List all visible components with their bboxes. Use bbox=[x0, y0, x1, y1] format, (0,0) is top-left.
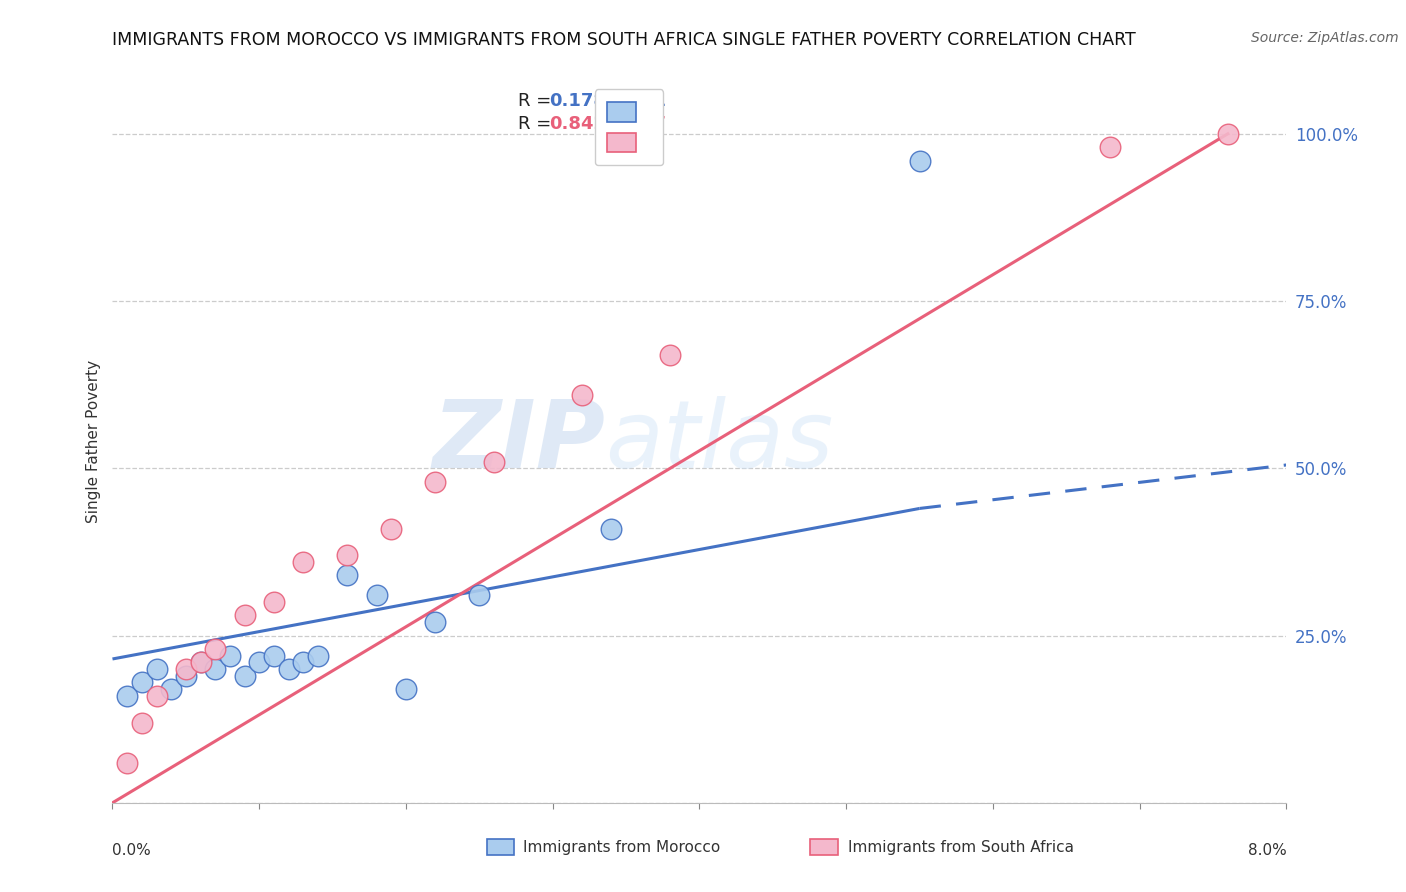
Text: Immigrants from South Africa: Immigrants from South Africa bbox=[848, 840, 1074, 855]
Point bbox=[482, 455, 505, 469]
FancyBboxPatch shape bbox=[486, 839, 515, 855]
FancyBboxPatch shape bbox=[810, 839, 838, 855]
Point bbox=[1099, 140, 1122, 154]
Point bbox=[145, 662, 167, 676]
Text: ZIP: ZIP bbox=[433, 395, 606, 488]
Text: N =: N = bbox=[600, 115, 651, 133]
Point bbox=[145, 689, 167, 703]
Point bbox=[115, 689, 138, 703]
Point bbox=[659, 348, 682, 362]
Point bbox=[263, 595, 285, 609]
Point bbox=[219, 648, 242, 663]
Point bbox=[1216, 127, 1239, 141]
Text: 17: 17 bbox=[643, 115, 666, 133]
Y-axis label: Single Father Poverty: Single Father Poverty bbox=[86, 360, 101, 523]
Text: IMMIGRANTS FROM MOROCCO VS IMMIGRANTS FROM SOUTH AFRICA SINGLE FATHER POVERTY CO: IMMIGRANTS FROM MOROCCO VS IMMIGRANTS FR… bbox=[112, 31, 1136, 49]
Point bbox=[174, 669, 197, 683]
Point bbox=[174, 662, 197, 676]
Point bbox=[292, 555, 315, 569]
Point bbox=[366, 589, 388, 603]
Text: atlas: atlas bbox=[606, 396, 834, 487]
Point bbox=[131, 675, 153, 690]
Point bbox=[425, 615, 447, 630]
Point bbox=[277, 662, 299, 676]
Text: Immigrants from Morocco: Immigrants from Morocco bbox=[523, 840, 720, 855]
Point bbox=[115, 756, 138, 770]
Point bbox=[247, 655, 270, 669]
Point bbox=[336, 548, 359, 563]
Point bbox=[233, 669, 256, 683]
Text: 0.178: 0.178 bbox=[550, 92, 606, 110]
Text: R =: R = bbox=[517, 92, 557, 110]
Point bbox=[263, 648, 285, 663]
Point bbox=[425, 475, 447, 489]
Point bbox=[468, 589, 491, 603]
Text: R =: R = bbox=[517, 115, 557, 133]
Text: Source: ZipAtlas.com: Source: ZipAtlas.com bbox=[1251, 31, 1399, 45]
Point bbox=[190, 655, 212, 669]
Point bbox=[233, 608, 256, 623]
Text: N =: N = bbox=[600, 92, 651, 110]
Point bbox=[160, 681, 183, 696]
Point bbox=[908, 153, 931, 168]
Point bbox=[190, 655, 212, 669]
Point bbox=[292, 655, 315, 669]
Point bbox=[571, 387, 593, 401]
Point bbox=[336, 568, 359, 582]
Text: 0.0%: 0.0% bbox=[112, 843, 152, 858]
Point bbox=[307, 648, 329, 663]
Point bbox=[395, 681, 418, 696]
Text: 0.842: 0.842 bbox=[550, 115, 606, 133]
Point bbox=[380, 521, 402, 535]
Point bbox=[600, 521, 623, 535]
Legend: , : , bbox=[595, 89, 664, 165]
Point bbox=[204, 642, 226, 657]
Point bbox=[204, 662, 226, 676]
Text: 8.0%: 8.0% bbox=[1247, 843, 1286, 858]
Point bbox=[131, 715, 153, 730]
Text: 21: 21 bbox=[643, 92, 666, 110]
